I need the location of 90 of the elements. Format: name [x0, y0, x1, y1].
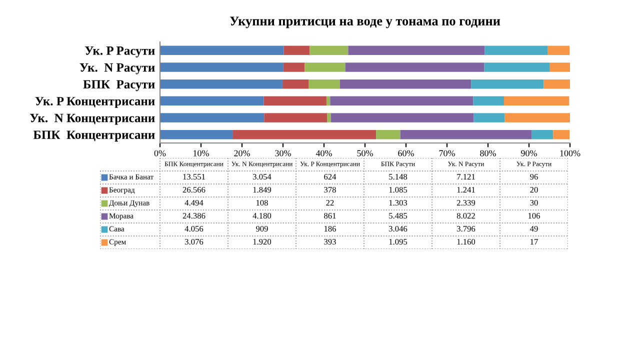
- bar: [160, 46, 284, 56]
- x-tick-label: 20%: [234, 150, 250, 156]
- bar: [304, 62, 346, 72]
- data-label: 20: [530, 186, 538, 193]
- data-label: 3.796: [457, 226, 476, 232]
- bar: [484, 62, 550, 72]
- data-label: 1.241: [457, 186, 475, 193]
- bar: [471, 79, 544, 89]
- data-label: 108: [256, 200, 268, 206]
- y-tick-label: Ук. N Расути: [80, 63, 155, 74]
- data-label: 26.566: [182, 186, 206, 193]
- y-tick-label: БПК Концентрисани: [33, 130, 155, 142]
- data-label: 3.046: [389, 226, 408, 232]
- data-label: 909: [256, 226, 268, 232]
- bar: [310, 46, 348, 56]
- y-tick-label: Ук. N Концентрисани: [30, 114, 155, 125]
- x-tick-label: 0%: [154, 150, 166, 156]
- bar: [160, 79, 283, 89]
- data-label: 49: [530, 226, 538, 232]
- bar: [264, 96, 326, 106]
- x-tick-label: 70%: [439, 150, 455, 156]
- data-label: 378: [324, 186, 336, 193]
- bar: [308, 79, 340, 89]
- data-label: 17: [530, 239, 538, 245]
- data-label: 1.303: [389, 200, 408, 206]
- data-label: 30: [530, 200, 538, 206]
- data-label: 393: [324, 238, 336, 245]
- bar: [544, 79, 570, 89]
- x-tick-label: 90%: [521, 150, 537, 156]
- bar: [400, 130, 532, 140]
- data-label: 106: [528, 212, 540, 219]
- data-label: 1.085: [389, 186, 408, 193]
- chart-title: Укупни притисци на воде у тонама по години: [230, 16, 500, 28]
- data-label: 1.920: [253, 238, 272, 245]
- data-label: 96: [530, 174, 538, 180]
- x-tick-label: 10%: [194, 150, 209, 156]
- bar: [484, 46, 548, 56]
- data-label: 624: [324, 174, 336, 180]
- x-tick-label: 50%: [357, 150, 373, 156]
- data-label: 1.849: [253, 186, 272, 193]
- bar: [348, 46, 485, 56]
- bar: [232, 130, 376, 140]
- bar: [531, 130, 554, 140]
- y-tick-label: Ук. P Расути: [84, 46, 155, 58]
- data-label: 7.121: [457, 174, 475, 180]
- bar: [327, 113, 331, 122]
- bar: [160, 130, 233, 140]
- data-label: 8.022: [456, 212, 475, 219]
- bar: [330, 96, 474, 106]
- data-label: 13.551: [183, 174, 205, 180]
- bar: [160, 96, 264, 106]
- data-label: 24.386: [182, 212, 206, 219]
- data-label: 4.180: [252, 212, 272, 219]
- x-tick-label: 30%: [275, 150, 291, 156]
- bar: [553, 130, 570, 140]
- x-tick-label: 100%: [560, 150, 580, 156]
- bar: [283, 62, 305, 72]
- data-label: 3.054: [253, 174, 272, 180]
- data-label: 2.339: [456, 200, 476, 206]
- data-label: 22: [326, 200, 334, 206]
- y-tick-label: Ук. P Концентрисани: [35, 97, 155, 108]
- data-label: 5.148: [389, 174, 408, 180]
- bar: [550, 62, 570, 72]
- bar: [504, 113, 570, 122]
- bar: [340, 79, 472, 89]
- bar: [160, 62, 284, 72]
- bar: [473, 96, 504, 106]
- bar: [474, 113, 505, 122]
- data-label: 1.095: [389, 238, 408, 245]
- bar: [160, 113, 264, 122]
- data-label: 5.485: [389, 212, 408, 219]
- bar: [264, 113, 328, 122]
- data-label: 3.076: [185, 238, 204, 245]
- bar: [504, 96, 570, 106]
- x-tick-label: 40%: [316, 150, 332, 156]
- x-tick-label: 80%: [480, 150, 496, 156]
- bar: [283, 79, 309, 89]
- bar: [330, 113, 474, 122]
- data-label: 861: [324, 212, 336, 219]
- bar: [376, 130, 400, 140]
- bar: [326, 96, 330, 106]
- bar: [345, 62, 484, 72]
- bar: [284, 46, 310, 56]
- data-label: 186: [324, 226, 336, 232]
- data-label: 4.494: [184, 200, 204, 206]
- data-label: 1.160: [457, 238, 476, 245]
- data-label: 4.056: [184, 226, 204, 232]
- x-tick-label: 60%: [398, 150, 414, 156]
- bar: [548, 46, 570, 56]
- y-tick-label: БПК Расути: [83, 80, 155, 92]
